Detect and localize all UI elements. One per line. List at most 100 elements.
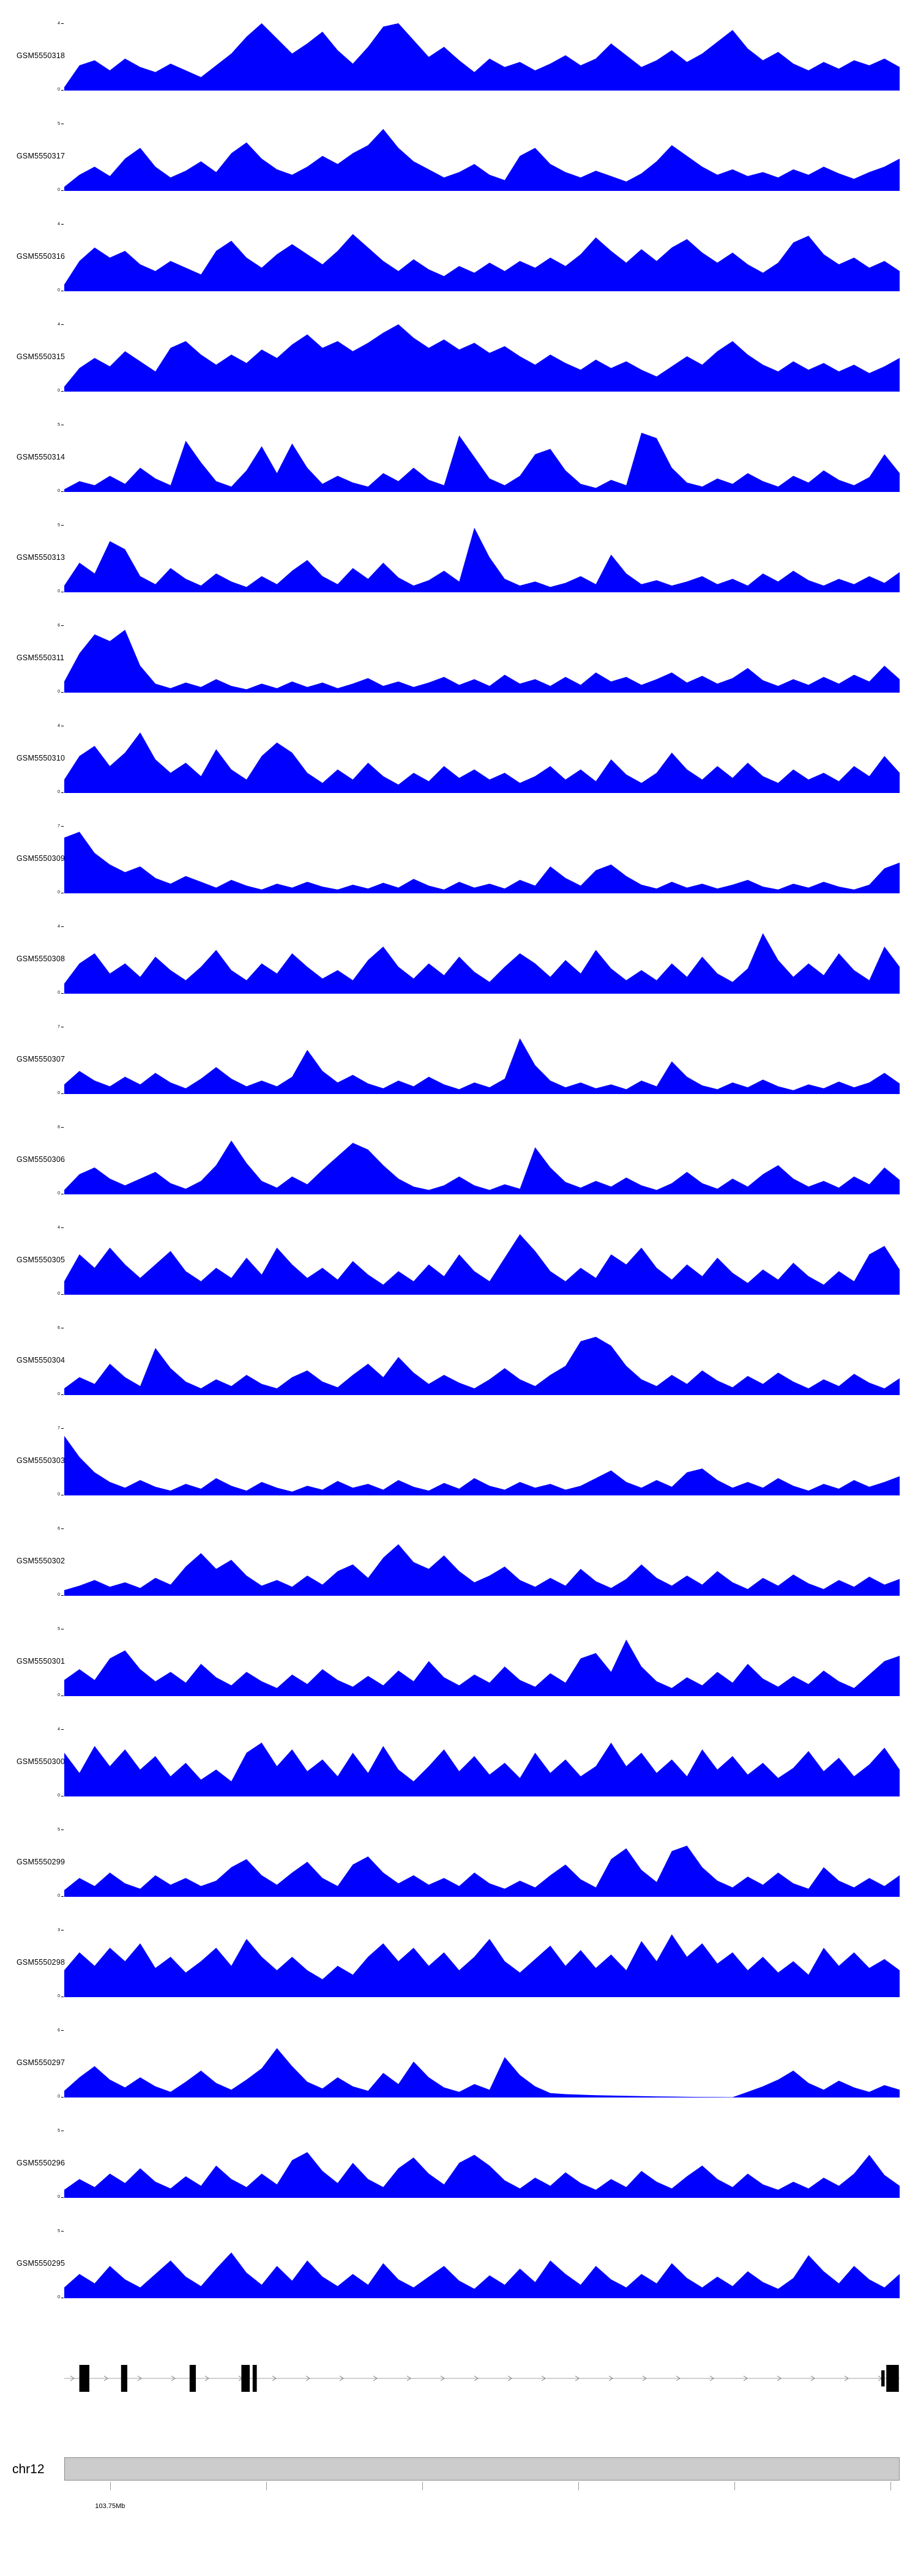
track-row: GSM5550302 6 0 [0,1526,918,1626]
track-row: GSM5550307 7 0 [0,1024,918,1125]
track-label: GSM5550304 [17,1356,65,1364]
signal-tracks-panel: GSM5550318 4 0 GSM5550317 5 0 GSM5550316… [0,21,918,2329]
signal-svg [64,23,900,91]
track-row: GSM5550318 4 0 [0,21,918,121]
y-axis-top-tick [61,2030,64,2031]
signal-svg [64,2252,900,2298]
y-axis-min-label: 0 [58,1091,60,1095]
ruler-tick-label: 103.75Mb [95,2503,125,2510]
y-axis-top-tick [61,1127,64,1128]
track-label: GSM5550295 [17,2259,65,2268]
chromosome-label: chr12 [12,2462,45,2476]
track-row: GSM5550295 5 0 [0,2228,918,2329]
signal-svg [64,527,900,592]
y-axis-min-label: 0 [58,2295,60,2299]
track-row: GSM5550300 4 0 [0,1727,918,1827]
signal-area [64,128,900,191]
signal-area-plot [64,224,900,291]
signal-area-plot [64,324,900,392]
signal-svg [64,832,900,893]
ruler-tick [734,2482,735,2490]
y-axis-bottom-tick [61,1294,64,1295]
y-axis-max-label: 4 [58,21,60,26]
signal-svg [64,1336,900,1395]
genome-coordinate-ruler: 103.75Mb [64,2482,900,2526]
signal-area [64,433,900,492]
signal-area [64,1435,900,1495]
signal-area-plot [64,1428,900,1495]
signal-area-plot [64,1729,900,1796]
track-label: GSM5550311 [17,653,65,662]
exon-box [121,2365,127,2392]
track-row: GSM5550316 4 0 [0,221,918,322]
y-axis-min-label: 0 [58,1492,60,1497]
y-axis-bottom-tick [61,2197,64,2198]
signal-area [64,1141,900,1194]
signal-svg [64,1639,900,1696]
track-label: GSM5550306 [17,1155,65,1164]
y-axis-min-label: 0 [58,1593,60,1597]
signal-area-plot [64,23,900,91]
chromosome-row: chr12 [0,2457,918,2482]
signal-area-plot [64,926,900,994]
y-axis-min-label: 0 [58,2094,60,2099]
signal-area-plot [64,1528,900,1596]
signal-svg [64,630,900,693]
y-axis-min-label: 0 [58,288,60,292]
y-axis-max-label: 4 [58,724,60,728]
y-axis-max-label: 4 [58,322,60,327]
signal-area-plot [64,525,900,592]
track-row: GSM5550311 6 0 [0,623,918,723]
exon-box [189,2365,196,2392]
signal-area [64,2252,900,2298]
y-axis-max-label: 5 [58,423,60,427]
signal-area [64,1038,900,1094]
signal-area [64,1336,900,1395]
track-label: GSM5550298 [17,1958,65,1967]
signal-area-plot [64,1328,900,1395]
y-axis-max-label: 5 [58,2229,60,2233]
track-label: GSM5550318 [17,51,65,60]
y-axis-min-label: 0 [58,389,60,393]
ruler-tick [890,2482,891,2490]
track-label: GSM5550296 [17,2159,65,2167]
y-axis-min-label: 0 [58,690,60,694]
y-axis-bottom-tick [61,792,64,793]
track-row: GSM5550304 6 0 [0,1325,918,1426]
y-axis-bottom-tick [61,1595,64,1596]
y-axis-max-label: 4 [58,1727,60,1732]
signal-area [64,2152,900,2198]
y-axis-min-label: 0 [58,188,60,192]
ruler-tick [110,2482,111,2490]
track-label: GSM5550308 [17,955,65,963]
signal-svg [64,732,900,793]
signal-area [64,630,900,693]
signal-area-plot [64,2231,900,2298]
track-label: GSM5550299 [17,1858,65,1866]
signal-area [64,1934,900,1997]
y-axis-max-label: 6 [58,1527,60,1531]
y-axis-max-label: 7 [58,824,60,828]
y-axis-max-label: 7 [58,1426,60,1431]
signal-area [64,933,900,994]
signal-area [64,1234,900,1295]
signal-area-plot [64,425,900,492]
signal-area [64,1845,900,1897]
y-axis-min-label: 0 [58,87,60,92]
y-axis-bottom-tick [61,2097,64,2098]
signal-svg [64,2152,900,2198]
y-axis-top-tick [61,1528,64,1529]
y-axis-min-label: 0 [58,2195,60,2199]
track-row: GSM5550310 4 0 [0,723,918,824]
exon-box [79,2365,89,2392]
y-axis-min-label: 0 [58,1392,60,1396]
gene-model-svg [64,2365,900,2392]
y-axis-max-label: 3 [58,1928,60,1932]
y-axis-max-label: 5 [58,122,60,126]
y-axis-min-label: 0 [58,1292,60,1296]
signal-svg [64,234,900,291]
track-label: GSM5550314 [17,453,65,461]
signal-svg [64,128,900,191]
track-row: GSM5550315 4 0 [0,322,918,422]
y-axis-top-tick [61,826,64,827]
